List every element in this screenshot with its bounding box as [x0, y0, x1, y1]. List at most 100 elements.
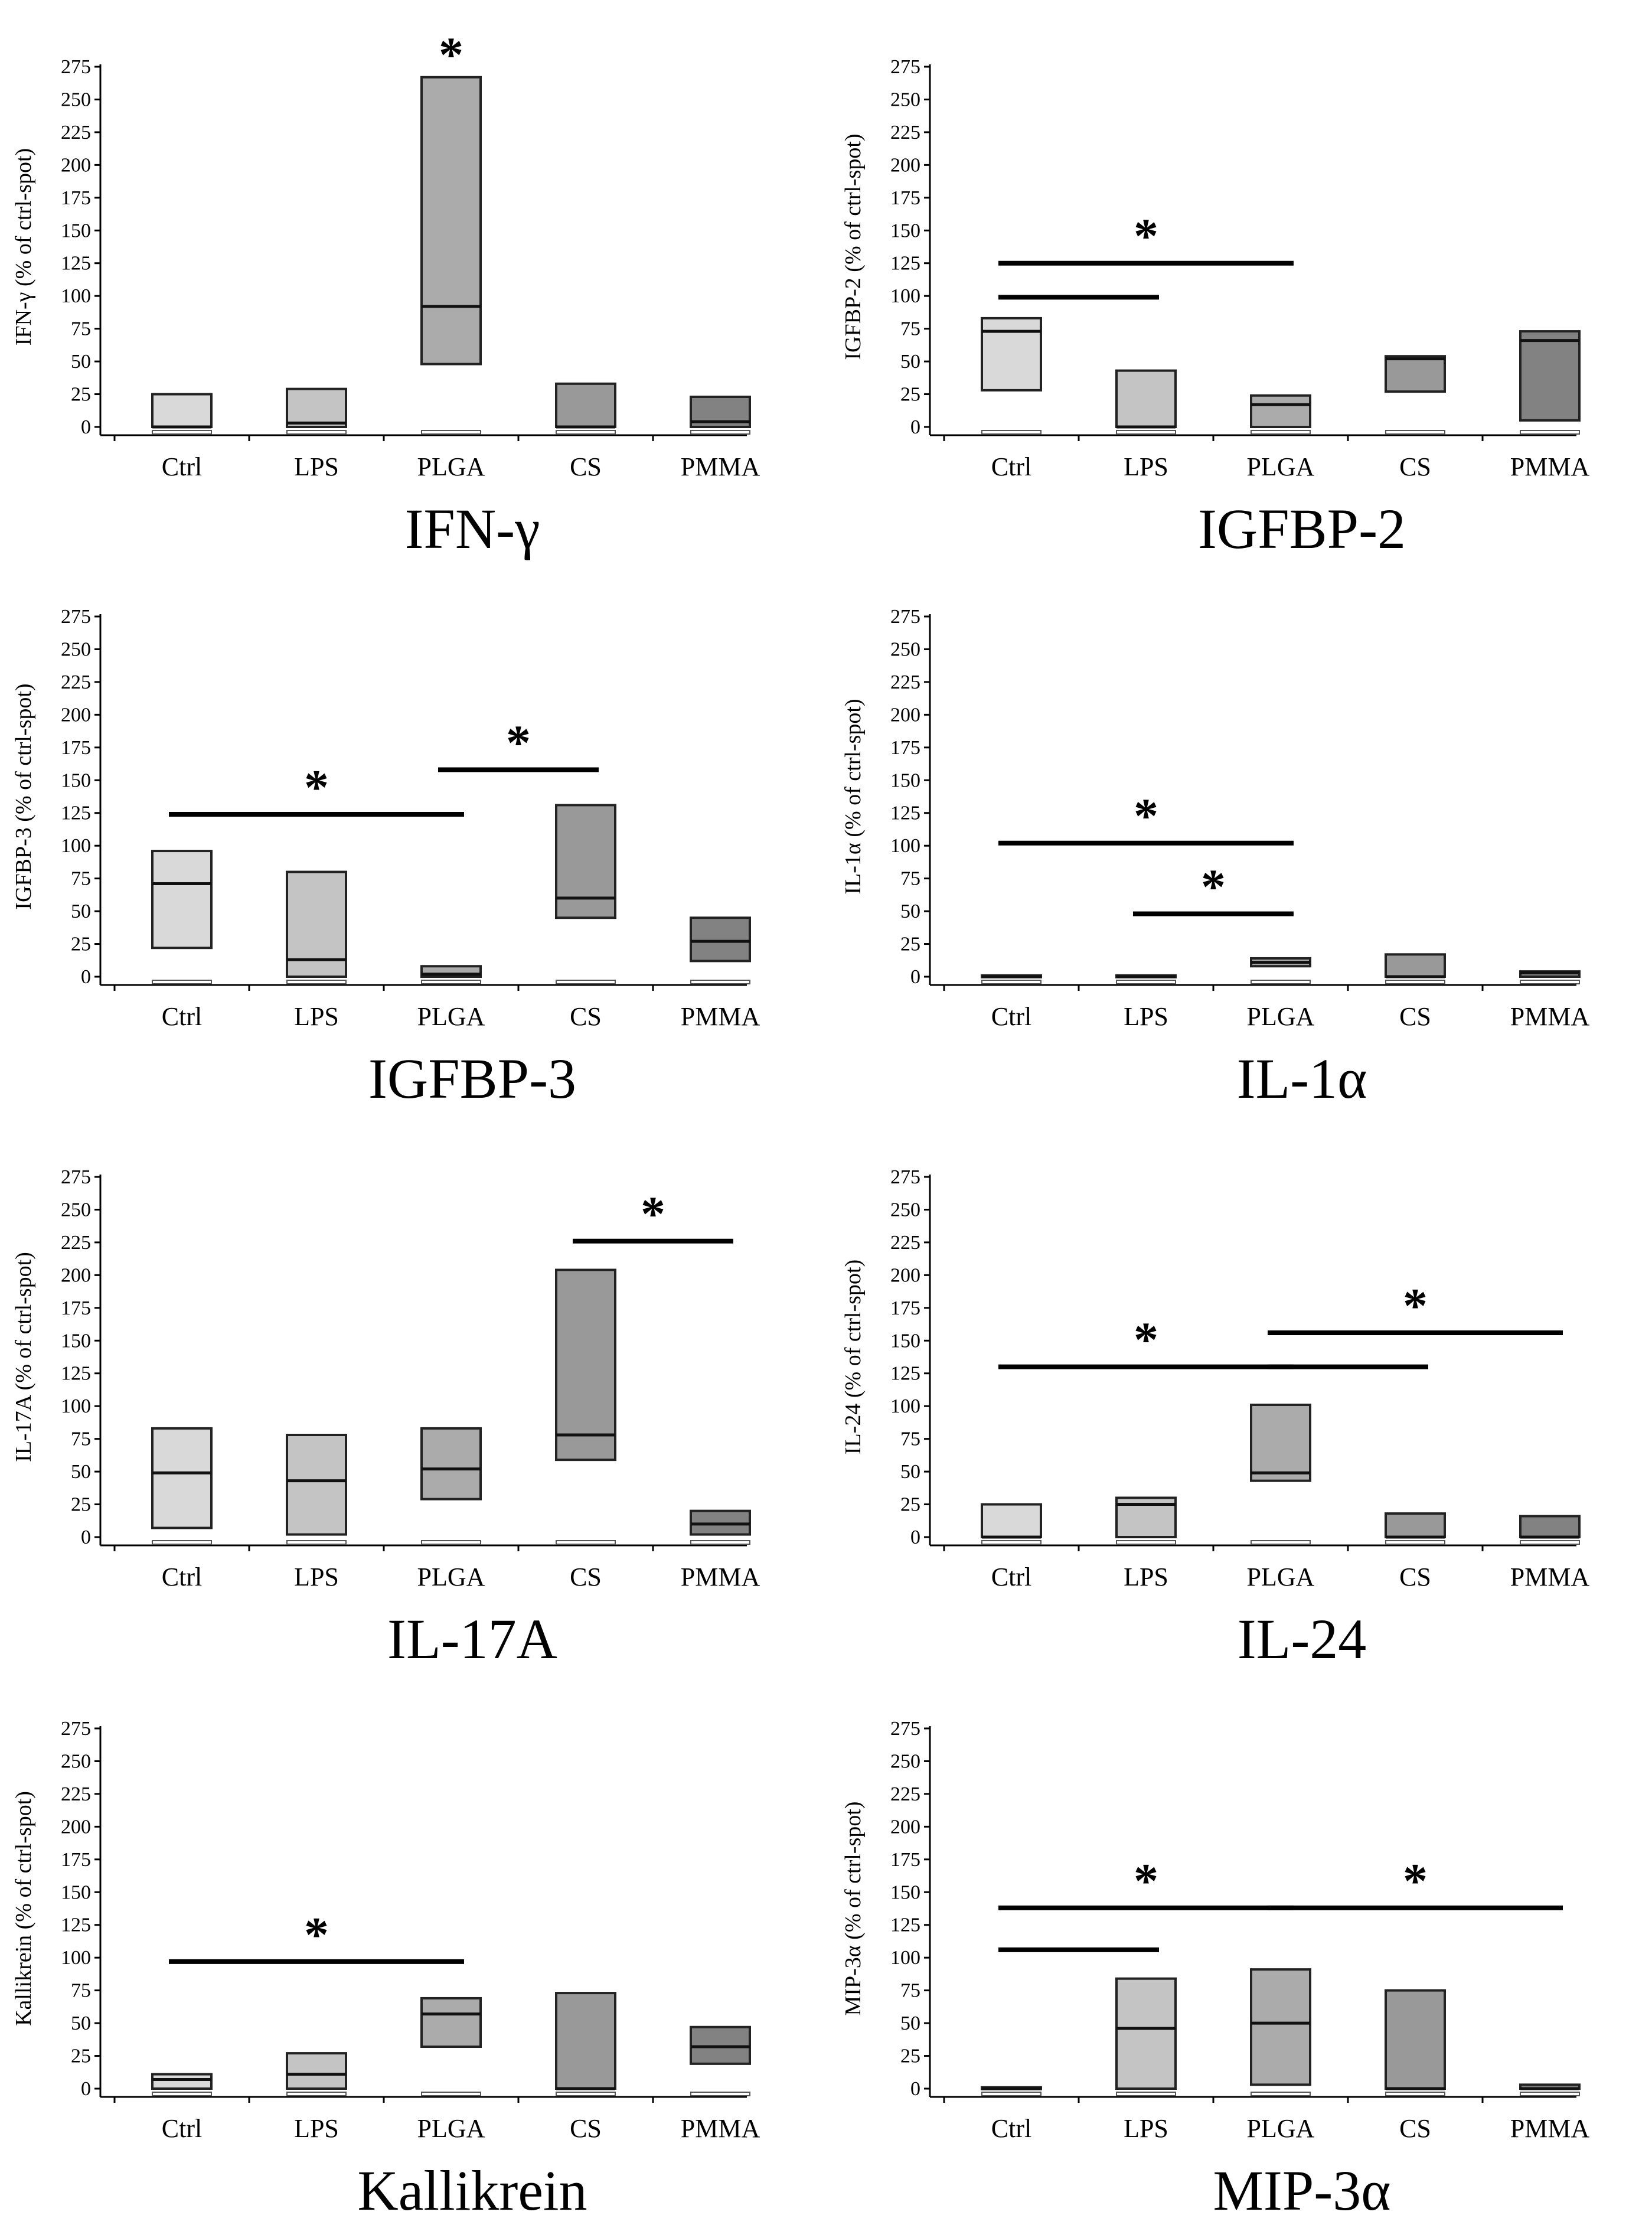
- y-tick-label: 125: [890, 1914, 920, 1936]
- y-axis-title: Kallikrein (% of ctrl-spot): [11, 1791, 36, 2026]
- y-tick-label: 0: [910, 416, 920, 438]
- x-category-label: PMMA: [1510, 1002, 1590, 1031]
- panel-title: IL-1α: [1237, 1047, 1367, 1110]
- x-category-label: CS: [570, 1002, 602, 1031]
- y-tick-label: 175: [61, 737, 91, 759]
- box-plga: [1250, 1968, 1311, 2086]
- box-ctrl: [981, 317, 1042, 392]
- panel-il-17a: 0 25 50 75 100 125 150 175 200 225 250 275 IL-17A (%…: [11, 1166, 760, 1671]
- box-cs: [1385, 953, 1446, 978]
- box-cs: [555, 382, 616, 428]
- y-tick-label: 0: [910, 2078, 920, 2100]
- x-category-label: LPS: [1124, 452, 1168, 481]
- x-category-label: PMMA: [1510, 452, 1590, 481]
- significance-star: *: [1134, 209, 1158, 264]
- y-tick-label: 50: [71, 351, 91, 373]
- x-category-label: PLGA: [417, 452, 485, 481]
- y-tick-label: 275: [890, 606, 920, 628]
- y-tick-label: 150: [890, 220, 920, 242]
- y-tick-label: 25: [900, 384, 920, 406]
- y-tick-label: 125: [61, 803, 91, 824]
- y-tick-label: 250: [890, 1750, 920, 1772]
- y-tick-label: 150: [61, 1330, 91, 1352]
- baseline-marker: [1116, 980, 1176, 984]
- y-tick-label: 50: [900, 901, 920, 922]
- panel-title: MIP-3α: [1213, 2159, 1391, 2222]
- y-tick-label: 75: [71, 318, 91, 340]
- y-tick-label: 200: [61, 1816, 91, 1838]
- x-category-label: PLGA: [1247, 2114, 1315, 2143]
- baseline-marker: [981, 1540, 1042, 1545]
- y-tick-label: 75: [900, 1980, 920, 2002]
- x-category-label: PMMA: [1510, 1562, 1590, 1591]
- x-category-label: CS: [1399, 452, 1431, 481]
- y-tick-label: 250: [61, 1199, 91, 1221]
- y-tick-label: 125: [61, 253, 91, 275]
- y-tick-label: 125: [890, 1363, 920, 1385]
- y-tick-label: 100: [890, 835, 920, 857]
- y-axis-title: IFN-γ (% of ctrl-spot): [11, 148, 36, 345]
- x-category-label: CS: [570, 2114, 602, 2143]
- x-category-label: PLGA: [1247, 1562, 1315, 1591]
- significance-star: *: [304, 760, 329, 815]
- x-category-label: PLGA: [1247, 452, 1315, 481]
- y-tick-label: 225: [61, 122, 91, 143]
- y-tick-label: 150: [61, 1881, 91, 1903]
- y-tick-label: 50: [900, 351, 920, 373]
- panel-il-1-alpha: 0 25 50 75 100 125 150 175 200 225 250 275 IL-1α (% …: [841, 606, 1589, 1110]
- y-tick-label: 125: [890, 253, 920, 275]
- y-tick-label: 75: [900, 318, 920, 340]
- box-plga: [420, 1427, 482, 1500]
- baseline-marker: [1116, 2092, 1176, 2096]
- y-tick-label: 225: [890, 1232, 920, 1254]
- y-axis-title: IL-17A (% of ctrl-spot): [11, 1252, 36, 1462]
- baseline-marker: [981, 980, 1042, 984]
- panel-kallikrein: 0 25 50 75 100 125 150 175 200 225 250 275 Kallikrei…: [11, 1718, 760, 2222]
- panel-title: IGFBP-2: [1198, 497, 1406, 560]
- y-tick-label: 200: [890, 704, 920, 726]
- x-category-label: CS: [570, 1562, 602, 1591]
- y-tick-label: 150: [61, 220, 91, 242]
- box-plga: [420, 1997, 482, 2048]
- baseline-marker: [286, 1540, 347, 1545]
- y-tick-label: 75: [900, 1428, 920, 1450]
- x-category-label: CS: [1399, 1002, 1431, 1031]
- panel-title: IGFBP-3: [368, 1047, 576, 1110]
- baseline-marker: [421, 430, 481, 435]
- baseline-marker: [1251, 980, 1311, 984]
- y-tick-label: 75: [71, 1980, 91, 2002]
- baseline-marker: [1520, 1540, 1580, 1545]
- y-tick-label: 275: [890, 56, 920, 78]
- y-axis-title: IGFBP-2 (% of ctrl-spot): [841, 133, 866, 360]
- y-tick-label: 200: [890, 154, 920, 176]
- baseline-marker: [421, 980, 481, 984]
- baseline-marker: [690, 2092, 750, 2096]
- y-axis-title: IL-24 (% of ctrl-spot): [841, 1260, 866, 1454]
- panel-title: Kallikrein: [357, 2159, 587, 2222]
- panel-igfbp-3: 0 25 50 75 100 125 150 175 200 225 250 275 IGFBP-3 (…: [11, 606, 760, 1110]
- x-category-label: Ctrl: [162, 2114, 202, 2143]
- baseline-marker: [421, 1540, 481, 1545]
- x-category-label: PMMA: [681, 452, 760, 481]
- y-axis-title: IL-1α (% of ctrl-spot): [841, 699, 866, 894]
- x-category-label: Ctrl: [162, 1562, 202, 1591]
- baseline-marker: [1251, 430, 1311, 435]
- y-tick-label: 250: [61, 89, 91, 110]
- baseline-marker: [1385, 980, 1445, 984]
- box-lps: [286, 387, 347, 428]
- baseline-marker: [152, 980, 212, 984]
- box-cs: [1385, 1512, 1446, 1539]
- y-tick-label: 175: [61, 187, 91, 209]
- y-tick-label: 200: [890, 1816, 920, 1838]
- y-tick-label: 0: [910, 1526, 920, 1548]
- y-tick-label: 75: [71, 1428, 91, 1450]
- box-ctrl: [981, 1503, 1042, 1538]
- y-axis-title: MIP-3α (% of ctrl-spot): [841, 1802, 866, 2016]
- box-lps: [1115, 1977, 1177, 2090]
- y-tick-label: 150: [890, 769, 920, 791]
- x-category-label: LPS: [294, 2114, 339, 2143]
- y-tick-label: 0: [910, 966, 920, 988]
- y-tick-label: 150: [890, 1881, 920, 1903]
- x-category-label: Ctrl: [162, 452, 202, 481]
